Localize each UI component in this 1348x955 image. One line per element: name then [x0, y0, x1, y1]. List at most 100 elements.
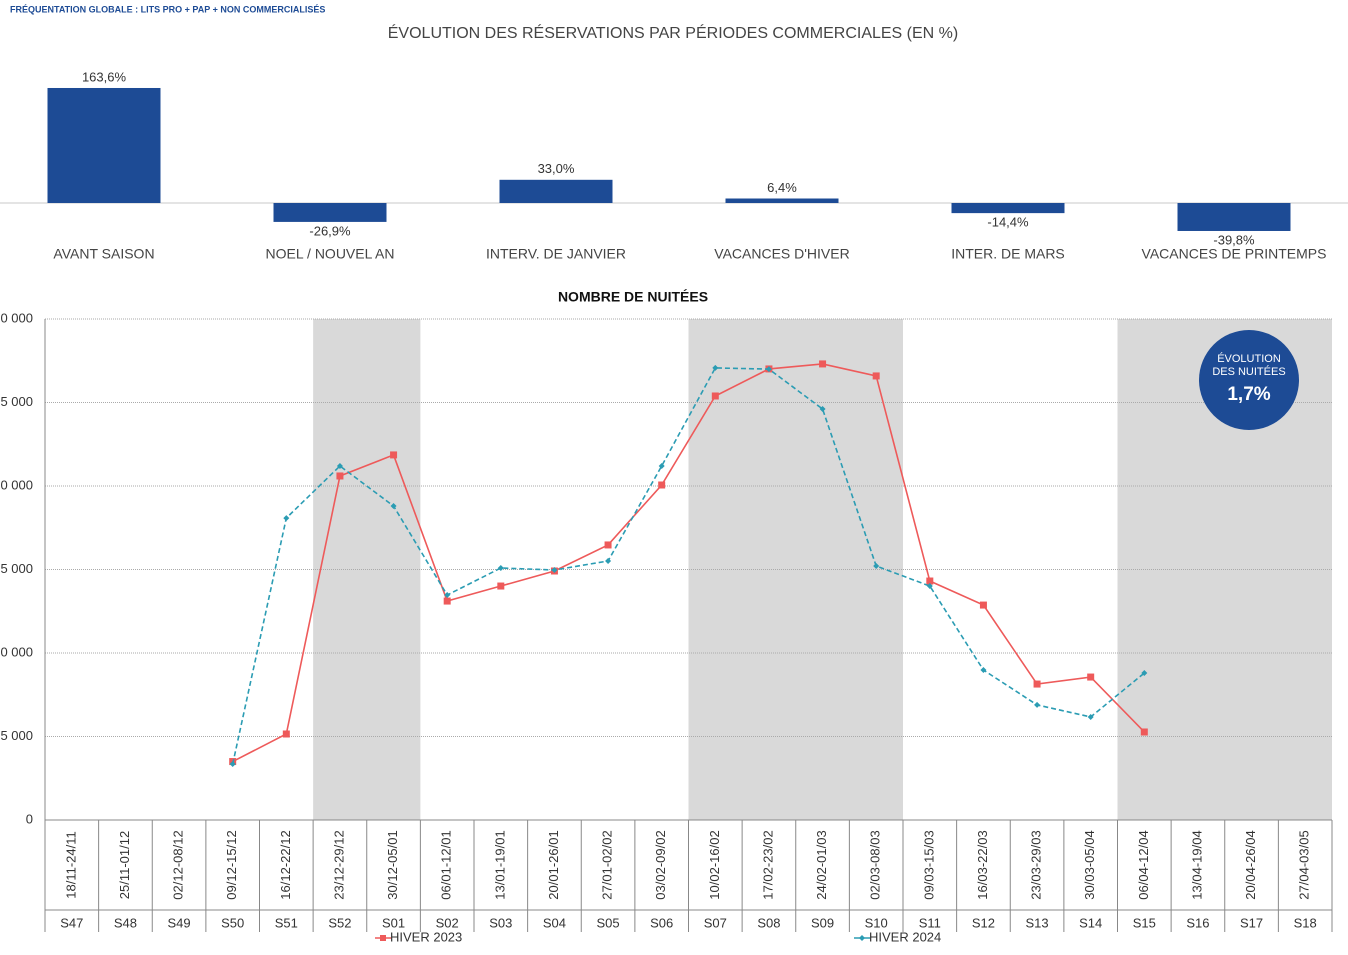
value-label: 33,0%: [538, 161, 575, 176]
y-tick-label: 0: [26, 811, 33, 826]
marker: [926, 577, 934, 585]
x-date-label: 23/03-29/03: [1029, 830, 1044, 899]
legend-label: HIVER 2024: [869, 929, 941, 944]
x-week-label: S17: [1240, 915, 1263, 930]
bar: [273, 203, 387, 222]
marker: [711, 392, 719, 400]
x-date-label: 18/11-24/11: [63, 831, 78, 898]
bar: [725, 198, 839, 203]
marker: [1033, 680, 1041, 688]
marker: [1141, 670, 1148, 677]
y-tick-label: 10 000: [0, 644, 33, 659]
x-week-label: S07: [704, 915, 727, 930]
marker: [444, 592, 451, 599]
bar: [47, 87, 161, 203]
x-date-label: 09/03-15/03: [921, 830, 936, 899]
marker: [873, 562, 880, 569]
x-date-label: 24/02-01/03: [814, 830, 829, 899]
marker: [1087, 713, 1094, 720]
badge-label: DES NUITÉES: [1212, 365, 1285, 378]
marker: [443, 597, 451, 605]
marker: [658, 481, 666, 489]
value-label: -14,4%: [987, 215, 1029, 230]
marker: [497, 582, 505, 590]
marker: [283, 515, 290, 522]
x-week-label: S04: [543, 915, 566, 930]
bar: [951, 203, 1065, 214]
marker: [658, 462, 665, 469]
x-date-label: 27/01-02/02: [600, 830, 615, 899]
x-date-label: 16/03-22/03: [975, 830, 990, 899]
x-week-label: S06: [650, 915, 673, 930]
y-tick-label: 30 000: [0, 310, 33, 325]
marker: [605, 557, 612, 564]
marker: [336, 462, 343, 469]
category-label: VACANCES DE PRINTEMPS: [1142, 246, 1327, 262]
x-date-label: 02/12-08/12: [171, 830, 186, 899]
x-week-label: S08: [757, 915, 780, 930]
category-label: VACANCES D'HIVER: [714, 246, 849, 262]
x-week-label: S51: [275, 915, 298, 930]
x-date-label: 06/04-12/04: [1136, 830, 1151, 899]
x-date-label: 27/04-03/05: [1297, 830, 1312, 899]
category-label: AVANT SAISON: [53, 246, 154, 262]
x-week-label: S18: [1294, 915, 1317, 930]
bar: [1177, 203, 1291, 231]
category-label: INTERV. DE JANVIER: [486, 246, 626, 262]
marker: [819, 360, 827, 368]
badge-label: ÉVOLUTION: [1217, 352, 1281, 365]
x-week-label: S47: [60, 915, 83, 930]
marker: [872, 372, 880, 380]
marker: [980, 667, 987, 674]
x-date-label: 25/11-01/12: [117, 831, 132, 899]
x-week-label: S02: [436, 915, 459, 930]
x-date-label: 30/12-05/01: [385, 830, 400, 899]
marker: [604, 541, 612, 549]
x-date-label: 02/03-08/03: [868, 830, 883, 899]
marker: [229, 761, 236, 768]
header: FRÉQUENTATION GLOBALE : LITS PRO + PAP +…: [10, 4, 325, 14]
marker: [551, 567, 558, 574]
y-tick-label: 15 000: [0, 561, 33, 576]
series-line: [232, 363, 1145, 763]
x-week-label: S49: [167, 915, 190, 930]
legend-label: HIVER 2023: [390, 929, 462, 944]
legend-marker: [859, 935, 865, 941]
x-week-label: S15: [1133, 915, 1156, 930]
value-label: -26,9%: [309, 223, 351, 238]
y-tick-label: 20 000: [0, 477, 33, 492]
x-date-label: 06/01-12/01: [439, 830, 454, 899]
value-label: 6,4%: [767, 180, 797, 195]
x-date-label: 23/12-29/12: [331, 830, 346, 899]
x-date-label: 17/02-23/02: [760, 830, 775, 899]
x-week-label: S12: [972, 915, 995, 930]
marker: [1140, 728, 1148, 736]
marker: [926, 583, 933, 590]
x-date-label: 13/01-19/01: [492, 830, 507, 899]
marker: [1034, 701, 1041, 708]
value-label: -39,8%: [1213, 232, 1255, 247]
x-date-label: 13/04-19/04: [1189, 830, 1204, 899]
badge-value: 1,7%: [1227, 384, 1270, 405]
y-tick-label: 5 000: [0, 728, 33, 743]
marker: [336, 472, 344, 480]
x-date-label: 20/01-26/01: [546, 830, 561, 899]
value-label: 163,6%: [82, 69, 127, 84]
x-week-label: S01: [382, 915, 405, 930]
marker: [712, 364, 719, 371]
line-title: NOMBRE DE NUITÉES: [558, 289, 708, 305]
x-date-label: 10/02-16/02: [707, 830, 722, 899]
badge: [1199, 330, 1299, 430]
x-week-label: S48: [114, 915, 137, 930]
marker: [282, 730, 290, 738]
marker: [390, 451, 398, 459]
marker: [497, 564, 504, 571]
category-label: NOEL / NOUVEL AN: [266, 246, 395, 262]
x-week-label: S10: [865, 915, 888, 930]
x-date-label: 30/03-05/04: [1082, 830, 1097, 899]
series-line: [231, 367, 1145, 765]
bar-title: ÉVOLUTION DES RÉSERVATIONS PAR PÉRIODES …: [388, 23, 958, 42]
x-week-label: S13: [1025, 915, 1048, 930]
marker: [765, 366, 772, 373]
